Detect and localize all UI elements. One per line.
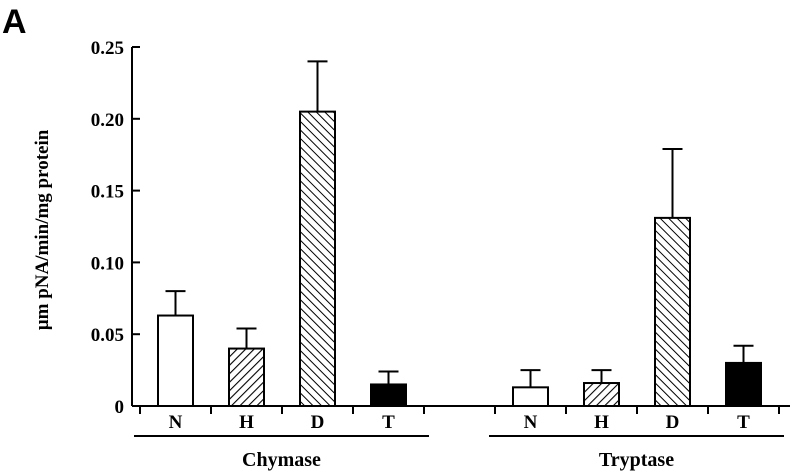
y-tick-label: 0.15	[91, 182, 124, 203]
x-tick-label-h: H	[239, 412, 254, 433]
y-axis-label: µm pNA/min/mg protein	[32, 129, 53, 330]
panel-label: A	[2, 3, 27, 41]
bar-tryptase-d	[654, 216, 691, 407]
x-tick-label-d: D	[666, 412, 680, 433]
bar-tryptase-h	[583, 382, 620, 407]
y-tick-label: 0.05	[91, 325, 124, 346]
bar-chymase-d	[299, 110, 336, 408]
y-tick-label: 0.20	[91, 110, 124, 131]
group-label-chymase: Chymase	[242, 449, 321, 471]
bar-tryptase-t	[725, 361, 762, 408]
x-tick-label-d: D	[311, 412, 325, 433]
x-tick-label-h: H	[594, 412, 609, 433]
bar-chymase-h	[228, 347, 265, 407]
bar-tryptase-n	[512, 386, 549, 407]
group-label-tryptase: Tryptase	[599, 449, 674, 471]
x-tick-label-n: N	[169, 412, 183, 433]
bar-chymase-n	[157, 314, 194, 408]
y-tick-label: 0.10	[91, 253, 124, 274]
y-axis-ticks: 0 0.05 0.10 0.15 0.20 0.25	[91, 38, 140, 418]
x-tick-label-t: T	[737, 412, 750, 433]
group-labels: Chymase Tryptase	[134, 435, 784, 471]
y-tick-label: 0.25	[91, 38, 124, 59]
x-tick-label-t: T	[382, 412, 395, 433]
bar-chymase-t	[370, 383, 407, 407]
x-tick-label-n: N	[524, 412, 538, 433]
bars	[157, 60, 762, 408]
y-tick-label: 0	[115, 397, 125, 418]
